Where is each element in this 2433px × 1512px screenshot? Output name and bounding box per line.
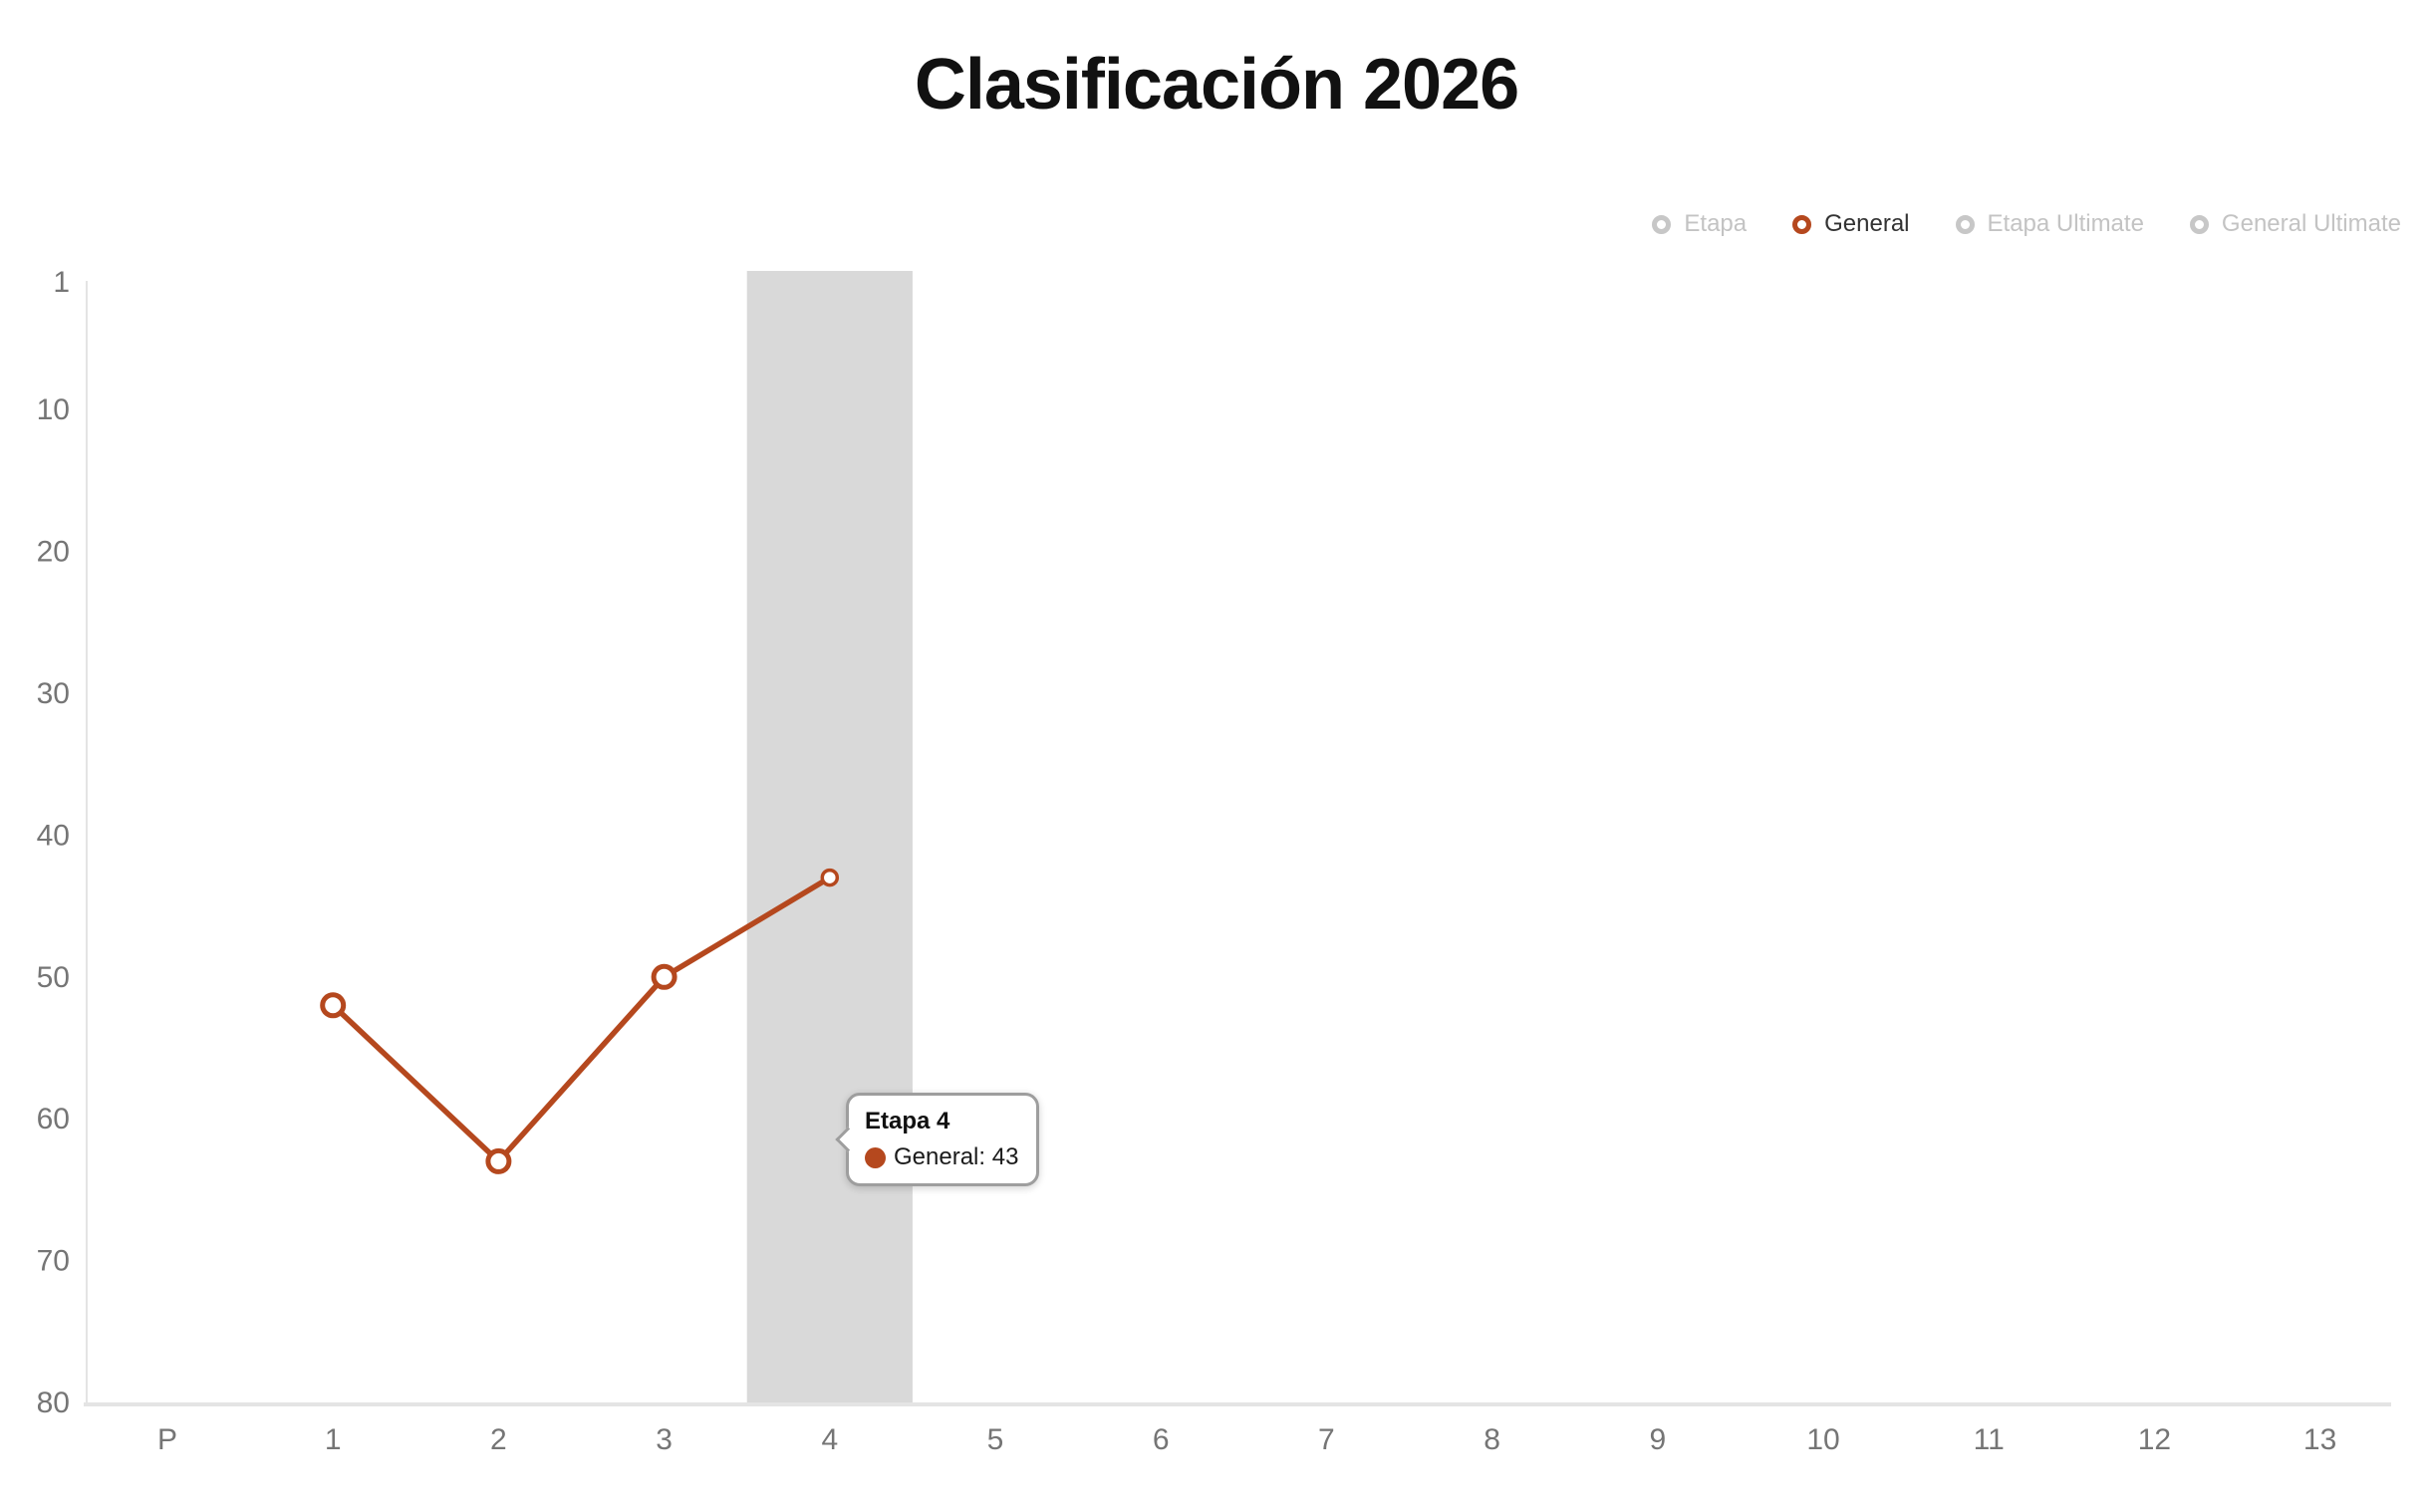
legend: Etapa General Etapa Ultimate General Ultima…: [1652, 210, 2401, 238]
y-tick-label: 50: [37, 961, 70, 994]
tooltip: Etapa 4 General: 43: [835, 1093, 1040, 1186]
y-tick-label: 1: [53, 266, 70, 299]
chart-title: Clasificación 2026: [914, 45, 1519, 125]
tooltip-title: Etapa 4: [865, 1108, 950, 1134]
y-tick-label: 10: [37, 393, 70, 426]
x-tick-label: 12: [2138, 1423, 2171, 1456]
legend-item-etapa-ultimate[interactable]: Etapa Ultimate: [1955, 210, 2144, 238]
x-tick-label: 6: [1153, 1423, 1170, 1456]
x-tick-label: 13: [2303, 1423, 2336, 1456]
x-tick-label: 9: [1649, 1423, 1666, 1456]
legend-marker-icon: [1792, 214, 1812, 234]
legend-item-etapa[interactable]: Etapa: [1652, 210, 1747, 238]
y-tick-label: 80: [37, 1386, 70, 1419]
legend-item-label: General Ultimate: [2221, 210, 2401, 237]
x-tick-label: 5: [987, 1423, 1004, 1456]
y-tick-label: 20: [37, 536, 70, 569]
tooltip-series-value: General: 43: [894, 1143, 1019, 1170]
x-tick-label: 4: [821, 1423, 838, 1456]
legend-item-label: Etapa: [1684, 210, 1748, 237]
x-tick-label: 3: [656, 1423, 673, 1456]
data-point-general-1[interactable]: [320, 992, 347, 1019]
y-tick-label: 70: [37, 1245, 70, 1278]
y-tick-label: 40: [37, 819, 70, 852]
x-tick-label: 10: [1806, 1423, 1839, 1456]
legend-item-general[interactable]: General: [1792, 210, 1910, 238]
x-tick-label: 7: [1318, 1423, 1335, 1456]
data-point-general-2[interactable]: [485, 1147, 512, 1174]
legend-item-label: General: [1824, 210, 1910, 237]
series-line-general: [330, 875, 833, 1164]
highlight-band: [746, 271, 913, 1404]
tooltip-series-dot-icon: [865, 1146, 886, 1168]
data-point-general-4[interactable]: [820, 868, 840, 887]
x-tick-label: 2: [490, 1423, 507, 1456]
legend-marker-icon: [1955, 214, 1975, 234]
x-tick-label: 11: [1974, 1423, 2005, 1456]
x-tick-label: 1: [325, 1423, 342, 1456]
legend-marker-icon: [1652, 214, 1672, 234]
data-point-general-3[interactable]: [651, 963, 677, 990]
y-tick-label: 60: [37, 1103, 70, 1135]
tooltip-series-row: General: 43: [865, 1143, 1018, 1171]
legend-item-label: Etapa Ultimate: [1987, 210, 2144, 237]
legend-item-general-ultimate[interactable]: General Ultimate: [2189, 210, 2401, 238]
x-tick-label: P: [157, 1423, 177, 1456]
x-tick-label: 8: [1484, 1423, 1500, 1456]
y-tick-label: 30: [37, 677, 70, 710]
legend-marker-icon: [2189, 214, 2209, 234]
